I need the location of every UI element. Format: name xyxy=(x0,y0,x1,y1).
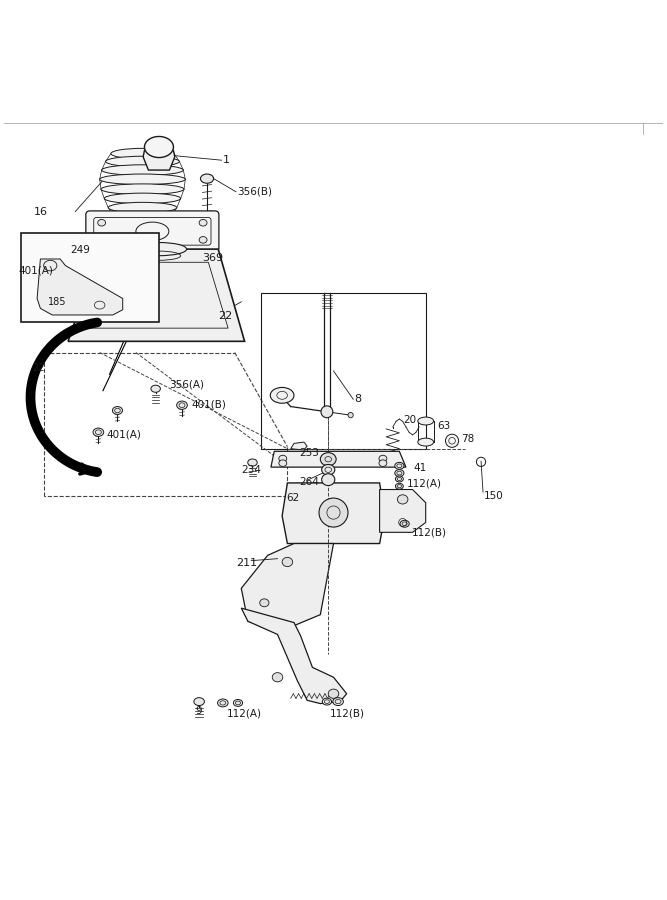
Ellipse shape xyxy=(270,387,294,403)
Ellipse shape xyxy=(400,520,410,527)
Text: 63: 63 xyxy=(437,421,450,431)
Ellipse shape xyxy=(151,385,160,392)
Ellipse shape xyxy=(418,438,434,446)
Ellipse shape xyxy=(104,194,181,203)
Ellipse shape xyxy=(233,699,243,707)
Ellipse shape xyxy=(37,283,44,288)
Ellipse shape xyxy=(396,476,404,482)
Text: 9: 9 xyxy=(195,706,202,716)
Ellipse shape xyxy=(322,698,331,705)
Ellipse shape xyxy=(398,495,408,504)
Polygon shape xyxy=(68,249,245,341)
Ellipse shape xyxy=(321,406,333,418)
Text: 8: 8 xyxy=(355,394,362,404)
Ellipse shape xyxy=(247,459,257,466)
Text: 211: 211 xyxy=(236,558,257,568)
Text: 356(B): 356(B) xyxy=(237,187,271,197)
Bar xyxy=(21,232,159,321)
Ellipse shape xyxy=(105,157,179,166)
Text: 22: 22 xyxy=(33,363,45,373)
Polygon shape xyxy=(241,608,347,704)
Text: 253: 253 xyxy=(299,447,319,457)
Text: 401(B): 401(B) xyxy=(192,400,227,410)
Ellipse shape xyxy=(379,455,387,462)
Polygon shape xyxy=(271,451,406,467)
Ellipse shape xyxy=(113,407,123,414)
Ellipse shape xyxy=(113,212,171,222)
Ellipse shape xyxy=(321,473,335,486)
Ellipse shape xyxy=(379,460,387,466)
FancyBboxPatch shape xyxy=(86,211,219,252)
Ellipse shape xyxy=(259,598,269,607)
Ellipse shape xyxy=(101,184,184,194)
Ellipse shape xyxy=(272,672,283,682)
Polygon shape xyxy=(282,483,385,544)
Ellipse shape xyxy=(396,483,404,490)
Ellipse shape xyxy=(201,174,213,184)
Ellipse shape xyxy=(97,220,105,226)
Text: 78: 78 xyxy=(461,434,474,444)
Text: 356(A): 356(A) xyxy=(169,379,204,389)
Text: 20: 20 xyxy=(404,416,416,426)
Ellipse shape xyxy=(348,412,354,418)
Ellipse shape xyxy=(194,698,204,706)
Text: 401(A): 401(A) xyxy=(19,266,53,275)
Ellipse shape xyxy=(282,557,293,567)
Ellipse shape xyxy=(199,237,207,243)
Text: 112(A): 112(A) xyxy=(408,479,442,489)
Polygon shape xyxy=(291,442,307,450)
Text: 41: 41 xyxy=(414,464,427,473)
Ellipse shape xyxy=(319,498,348,527)
Ellipse shape xyxy=(177,401,187,410)
Text: 401(A): 401(A) xyxy=(106,429,141,439)
Text: 1: 1 xyxy=(223,155,230,166)
Text: 185: 185 xyxy=(48,297,67,307)
Ellipse shape xyxy=(446,434,459,447)
Polygon shape xyxy=(380,490,426,532)
Ellipse shape xyxy=(333,698,344,706)
Ellipse shape xyxy=(279,460,287,466)
Text: 150: 150 xyxy=(484,491,504,501)
Text: 112(B): 112(B) xyxy=(412,528,447,538)
Text: 234: 234 xyxy=(241,464,261,475)
Ellipse shape xyxy=(418,417,434,425)
Polygon shape xyxy=(143,150,175,170)
Text: 62: 62 xyxy=(286,493,299,503)
Ellipse shape xyxy=(131,242,187,256)
Ellipse shape xyxy=(279,455,287,462)
Ellipse shape xyxy=(328,689,339,698)
Ellipse shape xyxy=(321,464,335,475)
Ellipse shape xyxy=(320,453,336,466)
Text: 112(A): 112(A) xyxy=(227,708,261,718)
Text: 16: 16 xyxy=(34,207,48,217)
Ellipse shape xyxy=(49,266,59,274)
Ellipse shape xyxy=(395,463,404,469)
Ellipse shape xyxy=(217,699,228,707)
Ellipse shape xyxy=(111,148,174,159)
Polygon shape xyxy=(241,544,334,631)
Ellipse shape xyxy=(101,165,183,176)
Text: 112(B): 112(B) xyxy=(330,708,366,718)
Text: 249: 249 xyxy=(70,246,90,256)
Ellipse shape xyxy=(99,174,185,184)
Ellipse shape xyxy=(395,470,404,476)
Text: 264: 264 xyxy=(299,477,319,487)
Text: 22: 22 xyxy=(218,310,233,320)
Ellipse shape xyxy=(101,218,183,228)
Polygon shape xyxy=(37,259,123,315)
Ellipse shape xyxy=(145,137,173,157)
Ellipse shape xyxy=(108,202,177,213)
Ellipse shape xyxy=(97,237,105,243)
Ellipse shape xyxy=(199,220,207,226)
Text: 369: 369 xyxy=(201,253,223,263)
Ellipse shape xyxy=(93,428,103,436)
